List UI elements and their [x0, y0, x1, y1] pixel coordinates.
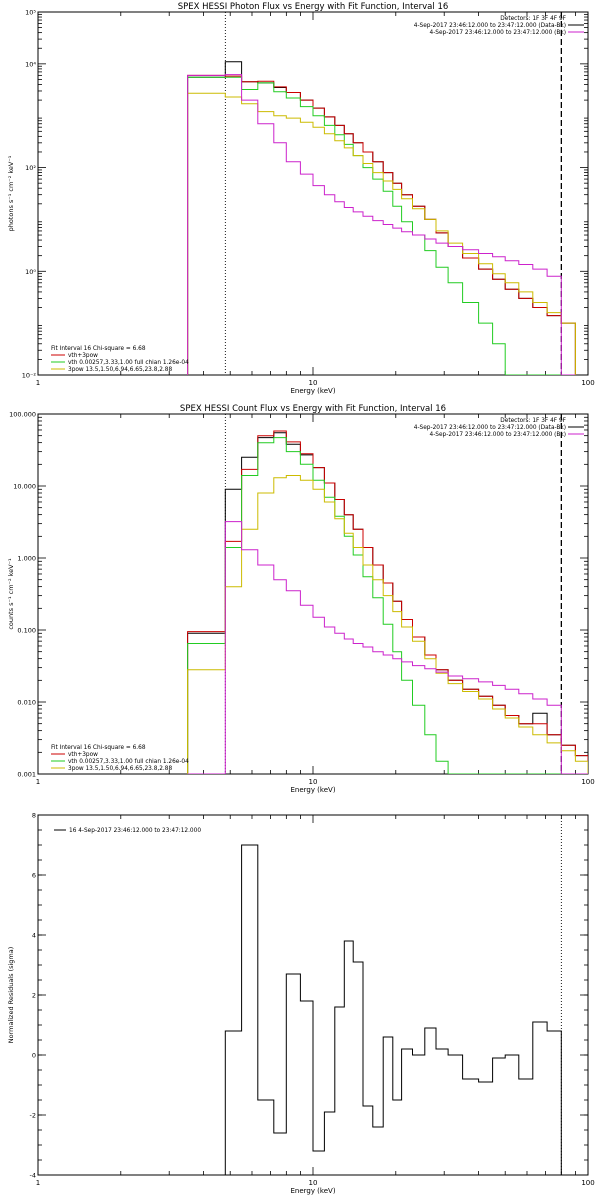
y-tick-label: 8 — [32, 812, 36, 820]
y-axis-label: Normalized Residuals (sigma) — [7, 947, 15, 1044]
legend-entry: vth 0.00257,3.33,1.00 full chian 1.26e-0… — [68, 360, 189, 366]
legend-entry: vth+3pow — [68, 752, 98, 758]
legend-entry: 4-Sep-2017 23:46:12.000 to 23:47:12.000 … — [430, 30, 566, 36]
chart-3: 1 10 100 Energy (keV) -4 -2 0 2 4 6 8 Normalized Re… — [7, 812, 595, 1196]
series-line-3 — [187, 437, 588, 774]
x-tick-label: 100 — [581, 778, 594, 786]
series-line-4 — [187, 475, 588, 774]
y-tick-label: 10⁰ — [25, 268, 36, 276]
x-tick-label: 10 — [309, 1179, 318, 1187]
x-axis-label: Energy (keV) — [290, 387, 335, 395]
x-tick-label: 1 — [36, 1179, 40, 1187]
series-line-3 — [187, 76, 576, 375]
chart-title: SPEX HESSI Count Flux vs Energy with Fit… — [180, 404, 446, 414]
x-tick-label: 100 — [581, 379, 594, 387]
plot-frame — [37, 11, 589, 376]
legend-entry: 3pow 13.5,1.50,6.94,6.65,23.8,2.88 — [68, 766, 172, 772]
chart-title: SPEX HESSI Photon Flux vs Energy with Fi… — [178, 2, 449, 12]
series-line-1 — [187, 432, 588, 774]
legend-entry: vth 0.00257,3.33,1.00 full chian 1.26e-0… — [68, 759, 189, 765]
series-line-4 — [187, 92, 576, 375]
legend-header: Fit Interval 16 Chi-square = 6.68 — [51, 745, 146, 751]
y-tick-label: 100.000 — [9, 411, 36, 419]
y-axis-label: photons s⁻¹ cm⁻² keV⁻¹ — [7, 155, 15, 231]
y-tick-label: 10⁵ — [25, 9, 36, 17]
legend-entry: 4-Sep-2017 23:46:12.000 to 23:47:12.000 … — [414, 23, 566, 29]
series-line-2 — [187, 430, 588, 774]
legend-entry: 4-Sep-2017 23:46:12.000 to 23:47:12.000 … — [414, 425, 566, 431]
legend-header: Detectors: 1F 3F 4F 9F — [500, 16, 566, 22]
series-line-1 — [187, 61, 576, 375]
y-tick-label: 0.010 — [17, 699, 36, 707]
x-axis-label: Energy (keV) — [290, 1187, 335, 1195]
y-tick-label: -4 — [30, 1172, 36, 1180]
legend-entry: vth+3pow — [68, 353, 98, 359]
series-line-1 — [224, 844, 562, 1175]
y-tick-label: -2 — [30, 1112, 36, 1120]
y-tick-label: 10.000 — [13, 483, 36, 491]
x-tick-label: 1 — [36, 778, 40, 786]
y-tick-label: 0 — [32, 1052, 36, 1060]
y-tick-label: 10² — [25, 164, 36, 172]
series-line-5 — [187, 521, 588, 774]
y-tick-label: 10⁴ — [25, 60, 36, 68]
x-tick-label: 10 — [309, 778, 318, 786]
legend-header: Detectors: 1F 3F 4F 9F — [500, 418, 566, 424]
y-tick-label: 0.100 — [17, 627, 36, 635]
series-line-2 — [187, 74, 576, 375]
legend-entry: 3pow 13.5,1.50,6.94,6.65,23.8,2.88 — [68, 367, 172, 373]
legend-header: Fit Interval 16 Chi-square = 6.68 — [51, 346, 146, 352]
y-tick-label: 4 — [32, 932, 36, 940]
y-tick-label: 0.001 — [17, 771, 36, 779]
chart-1: SPEX HESSI Photon Flux vs Energy with Fi… — [7, 2, 595, 395]
y-tick-label: 1.000 — [17, 555, 36, 563]
y-tick-label: 10⁻² — [22, 372, 37, 380]
y-tick-label: 6 — [32, 872, 36, 880]
legend-entry: 16 4-Sep-2017 23:46:12.000 to 23:47:12.0… — [69, 828, 201, 834]
x-axis-label: Energy (keV) — [290, 786, 335, 794]
y-tick-label: 2 — [32, 992, 36, 1000]
series-line-5 — [187, 74, 576, 375]
x-tick-label: 100 — [581, 1179, 594, 1187]
chart-2: SPEX HESSI Count Flux vs Energy with Fit… — [7, 404, 595, 794]
x-tick-label: 1 — [36, 379, 40, 387]
legend-entry: 4-Sep-2017 23:46:12.000 to 23:47:12.000 … — [430, 432, 566, 438]
y-axis-label: counts s⁻¹ cm⁻² keV⁻¹ — [7, 558, 15, 630]
x-tick-label: 10 — [309, 379, 318, 387]
